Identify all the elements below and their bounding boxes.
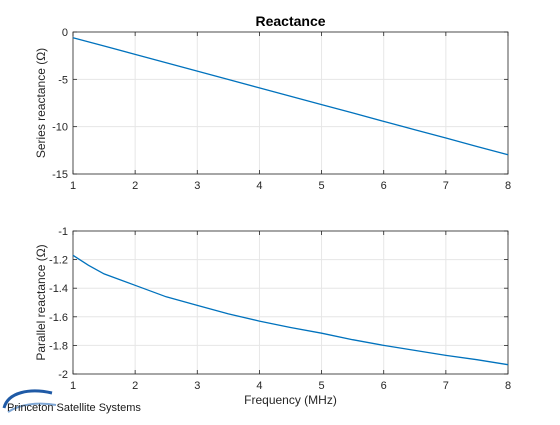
y-tick-label: 0: [62, 27, 68, 39]
logo-text: Princeton Satellite Systems: [7, 402, 141, 414]
y-axis-label: Parallel reactance (Ω): [34, 244, 48, 360]
y-tick-label: -1.6: [49, 312, 68, 324]
y-tick-label: -1.4: [49, 283, 68, 295]
y-tick-label: -1: [58, 226, 68, 238]
logo-swoosh-icon: [2, 389, 57, 413]
axes-box: [72, 31, 509, 175]
x-tick-label: 5: [319, 380, 325, 392]
axes-box: [72, 230, 509, 375]
x-tick-label: 7: [443, 380, 449, 392]
x-tick-label: 4: [256, 180, 262, 192]
x-tick-label: 8: [505, 180, 511, 192]
series-line: [72, 37, 509, 156]
x-tick-label: 6: [381, 380, 387, 392]
chart-title: Reactance: [255, 13, 325, 29]
x-tick-label: 1: [70, 380, 76, 392]
x-tick-label: 4: [256, 380, 262, 392]
x-tick-label: 7: [443, 180, 449, 192]
x-tick-label: 2: [132, 380, 138, 392]
x-tick-label: 3: [194, 380, 200, 392]
y-tick-label: -1.8: [49, 340, 68, 352]
parallel-reactance-plot: 1 2 3 4 5 6 7 8 -2 -1.8 -1.6 -1.4 -1.2 -1 Parallel rea…: [34, 226, 511, 407]
x-tick-label: 6: [381, 180, 387, 192]
x-tick-label: 3: [194, 180, 200, 192]
y-tick-label: -1.2: [49, 255, 68, 267]
x-tick-label: 8: [505, 380, 511, 392]
x-axis-label: Frequency (MHz): [244, 393, 337, 407]
series-line: [72, 254, 509, 366]
x-tick-label: 1: [70, 180, 76, 192]
series-reactance-plot: 1 2 3 4 5 6 7 8 -15 -10 -5 0 Reactance Series reactan…: [34, 13, 511, 192]
x-tick-label: 5: [319, 180, 325, 192]
y-tick-label: -10: [52, 122, 68, 134]
y-axis-label: Series reactance (Ω): [34, 48, 48, 158]
y-tick-label: -15: [52, 169, 68, 181]
x-tick-label: 2: [132, 180, 138, 192]
y-tick-label: -2: [58, 369, 68, 381]
y-tick-label: -5: [58, 74, 68, 86]
logo: Princeton Satellite Systems: [2, 389, 141, 414]
